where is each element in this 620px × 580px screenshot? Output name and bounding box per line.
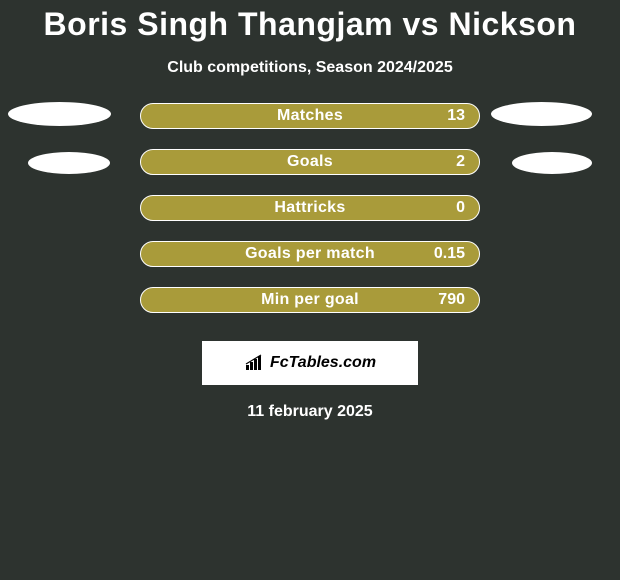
stat-value: 790 [438, 291, 465, 309]
left-ellipse [28, 152, 110, 174]
stat-row: Goals2 [0, 147, 620, 193]
stat-bar: Min per goal790 [140, 287, 480, 313]
stat-value: 0.15 [434, 245, 465, 263]
stat-row: Matches13 [0, 101, 620, 147]
right-ellipse [491, 102, 592, 126]
stat-row: Min per goal790 [0, 285, 620, 331]
stat-bar: Goals2 [140, 149, 480, 175]
stat-value: 2 [456, 153, 465, 171]
stats-list: Matches13 Goals2 Hattricks0 Goals per match… [0, 101, 620, 331]
subtitle: Club competitions, Season 2024/2025 [0, 59, 620, 77]
date-text: 11 february 2025 [0, 403, 620, 421]
stat-bar: Hattricks0 [140, 195, 480, 221]
left-ellipse [8, 102, 111, 126]
stat-value: 0 [456, 199, 465, 217]
stat-row: Goals per match0.15 [0, 239, 620, 285]
stat-label: Min per goal [141, 291, 479, 309]
logo-box: FcTables.com [202, 341, 418, 385]
stat-bar: Matches13 [140, 103, 480, 129]
container: Boris Singh Thangjam vs Nickson Club com… [0, 0, 620, 421]
stat-label: Goals per match [141, 245, 479, 263]
page-title: Boris Singh Thangjam vs Nickson [0, 6, 620, 43]
stat-label: Hattricks [141, 199, 479, 217]
stat-label: Goals [141, 153, 479, 171]
stat-label: Matches [141, 107, 479, 125]
logo-text: FcTables.com [270, 354, 376, 372]
stat-bar: Goals per match0.15 [140, 241, 480, 267]
stat-row: Hattricks0 [0, 193, 620, 239]
logo: FcTables.com [244, 354, 376, 372]
right-ellipse [512, 152, 592, 174]
barchart-icon [244, 354, 266, 372]
stat-value: 13 [447, 107, 465, 125]
